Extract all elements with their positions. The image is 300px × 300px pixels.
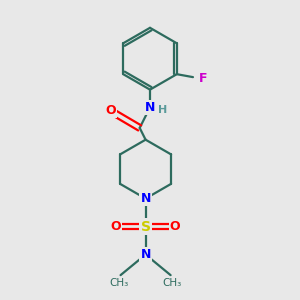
Text: N: N — [140, 248, 151, 261]
Text: CH₃: CH₃ — [110, 278, 129, 287]
Text: O: O — [170, 220, 180, 233]
Text: O: O — [105, 104, 116, 117]
Text: N: N — [145, 101, 155, 114]
Text: N: N — [140, 192, 151, 205]
Text: S: S — [141, 220, 151, 234]
Text: O: O — [111, 220, 122, 233]
Text: F: F — [199, 72, 208, 85]
Text: H: H — [158, 105, 167, 115]
Text: CH₃: CH₃ — [163, 278, 182, 287]
